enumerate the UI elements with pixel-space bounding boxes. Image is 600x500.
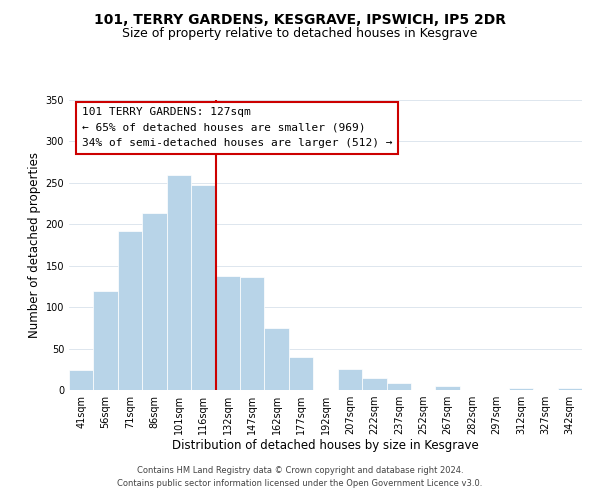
Bar xyxy=(215,276,240,390)
Bar xyxy=(338,370,362,390)
Bar xyxy=(509,388,533,390)
Bar xyxy=(289,357,313,390)
Text: 101, TERRY GARDENS, KESGRAVE, IPSWICH, IP5 2DR: 101, TERRY GARDENS, KESGRAVE, IPSWICH, I… xyxy=(94,12,506,26)
Y-axis label: Number of detached properties: Number of detached properties xyxy=(28,152,41,338)
Bar xyxy=(557,388,582,390)
Text: Contains HM Land Registry data © Crown copyright and database right 2024.
Contai: Contains HM Land Registry data © Crown c… xyxy=(118,466,482,487)
X-axis label: Distribution of detached houses by size in Kesgrave: Distribution of detached houses by size … xyxy=(172,438,479,452)
Text: Size of property relative to detached houses in Kesgrave: Size of property relative to detached ho… xyxy=(122,28,478,40)
Bar xyxy=(118,231,142,390)
Bar xyxy=(167,174,191,390)
Bar xyxy=(94,290,118,390)
Bar xyxy=(191,184,215,390)
Bar xyxy=(240,278,265,390)
Text: 101 TERRY GARDENS: 127sqm
← 65% of detached houses are smaller (969)
34% of semi: 101 TERRY GARDENS: 127sqm ← 65% of detac… xyxy=(82,108,392,148)
Bar xyxy=(436,386,460,390)
Bar xyxy=(69,370,94,390)
Bar xyxy=(142,212,167,390)
Bar xyxy=(362,378,386,390)
Bar xyxy=(386,384,411,390)
Bar xyxy=(265,328,289,390)
